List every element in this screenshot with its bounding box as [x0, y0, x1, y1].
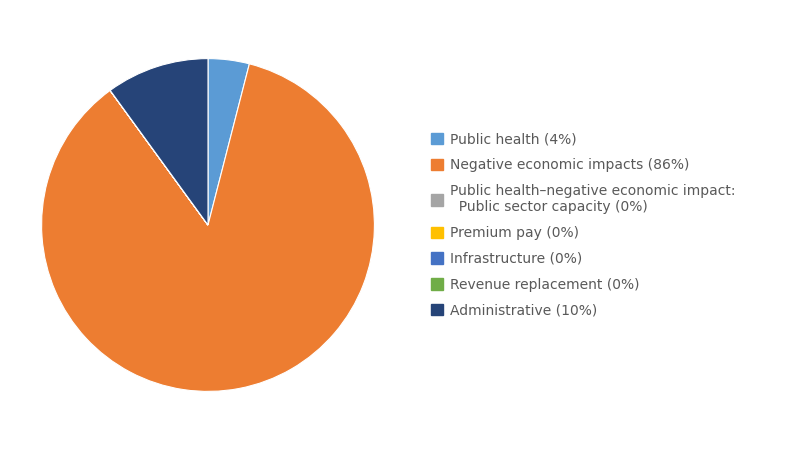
- Wedge shape: [110, 58, 208, 225]
- Wedge shape: [208, 58, 250, 225]
- Legend: Public health (4%), Negative economic impacts (86%), Public health–negative econ: Public health (4%), Negative economic im…: [431, 132, 736, 318]
- Wedge shape: [110, 90, 208, 225]
- Wedge shape: [110, 90, 208, 225]
- Wedge shape: [110, 90, 208, 225]
- Wedge shape: [110, 90, 208, 225]
- Wedge shape: [42, 64, 374, 391]
